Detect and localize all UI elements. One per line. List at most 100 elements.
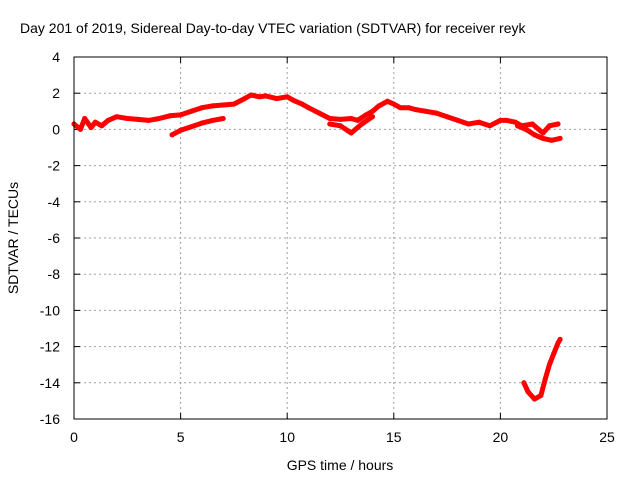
data-point bbox=[327, 116, 333, 121]
data-point bbox=[397, 105, 403, 111]
chart-title: Day 201 of 2019, Sidereal Day-to-day VTE… bbox=[20, 20, 526, 36]
x-tick-label: 20 bbox=[493, 429, 509, 445]
data-point bbox=[433, 110, 439, 116]
data-point bbox=[135, 116, 141, 122]
data-point bbox=[231, 101, 237, 107]
y-tick-label: 4 bbox=[52, 49, 60, 65]
y-tick-label: -10 bbox=[40, 302, 60, 318]
data-point bbox=[376, 103, 382, 109]
series-line-0 bbox=[71, 92, 561, 136]
data-point bbox=[210, 117, 216, 123]
data-point bbox=[92, 119, 98, 125]
data-point bbox=[77, 126, 83, 132]
data-point bbox=[532, 396, 537, 402]
data-point bbox=[465, 121, 471, 127]
data-point bbox=[546, 123, 552, 129]
data-point bbox=[540, 130, 546, 136]
data-point bbox=[557, 135, 563, 141]
data-point bbox=[546, 362, 552, 368]
plot-frame bbox=[73, 56, 608, 420]
data-point bbox=[557, 336, 563, 342]
data-point bbox=[370, 114, 375, 120]
y-tick-label: -2 bbox=[48, 158, 61, 174]
data-point bbox=[327, 121, 333, 127]
data-point bbox=[359, 121, 365, 127]
data-point bbox=[540, 135, 546, 141]
x-tick-label: 15 bbox=[386, 429, 402, 445]
data-point bbox=[242, 96, 248, 102]
data-point bbox=[338, 116, 343, 122]
y-tick-label: -4 bbox=[48, 194, 61, 210]
data-point bbox=[444, 114, 450, 120]
data-point bbox=[391, 101, 397, 107]
y-tick-label: -14 bbox=[40, 375, 60, 391]
data-point bbox=[284, 94, 290, 100]
data-point bbox=[316, 110, 322, 116]
data-point bbox=[156, 116, 162, 121]
data-point bbox=[105, 117, 111, 123]
data-point bbox=[220, 102, 226, 108]
data-point bbox=[167, 113, 173, 119]
data-point bbox=[348, 130, 354, 136]
data-point bbox=[542, 376, 548, 382]
data-point bbox=[146, 117, 152, 123]
data-point bbox=[455, 117, 461, 123]
y-tick-label: -16 bbox=[40, 411, 60, 427]
data-point bbox=[512, 119, 518, 125]
data-point bbox=[257, 94, 262, 100]
data-point bbox=[178, 112, 184, 118]
data-point bbox=[114, 114, 120, 120]
data-point bbox=[220, 116, 226, 121]
data-point bbox=[88, 125, 94, 131]
data-point bbox=[99, 123, 105, 129]
data-point bbox=[169, 132, 175, 138]
x-tick-label: 10 bbox=[279, 429, 295, 445]
grid bbox=[74, 57, 607, 419]
data-point bbox=[497, 117, 503, 123]
data-point bbox=[210, 103, 216, 109]
data-point bbox=[188, 108, 194, 114]
data-point bbox=[188, 124, 194, 130]
data-point bbox=[551, 351, 557, 357]
data-point bbox=[338, 123, 343, 129]
data-point bbox=[521, 380, 527, 386]
data-point bbox=[348, 116, 354, 121]
x-tick-label: 5 bbox=[177, 429, 185, 445]
y-tick-label: 2 bbox=[52, 85, 60, 101]
data-point bbox=[291, 97, 297, 103]
data-point bbox=[538, 393, 544, 398]
data-point bbox=[178, 127, 184, 133]
data-point bbox=[355, 117, 361, 123]
data-point bbox=[532, 132, 537, 138]
data-point bbox=[476, 119, 482, 125]
data-point bbox=[299, 101, 305, 107]
data-point bbox=[306, 105, 311, 111]
data-series bbox=[71, 92, 563, 402]
data-point bbox=[487, 123, 493, 129]
y-tick-label: -6 bbox=[48, 230, 61, 246]
data-point bbox=[82, 116, 88, 121]
y-tick-label: 0 bbox=[52, 121, 60, 137]
data-point bbox=[515, 123, 520, 129]
data-point bbox=[263, 93, 269, 99]
data-point bbox=[124, 116, 130, 121]
data-point bbox=[199, 105, 205, 111]
data-point bbox=[248, 92, 254, 98]
data-point bbox=[423, 108, 429, 114]
y-tick-label: -8 bbox=[48, 266, 61, 282]
data-point bbox=[370, 108, 375, 114]
data-point bbox=[529, 121, 535, 127]
x-tick-label: 0 bbox=[70, 429, 78, 445]
data-point bbox=[549, 137, 555, 143]
data-point bbox=[199, 120, 205, 126]
data-point bbox=[504, 117, 510, 123]
data-point bbox=[523, 126, 529, 132]
data-point bbox=[525, 389, 531, 395]
data-point bbox=[384, 98, 390, 104]
data-point bbox=[406, 105, 412, 111]
data-point bbox=[363, 112, 369, 118]
x-tick-label: 25 bbox=[599, 429, 615, 445]
y-tick-label: -12 bbox=[40, 339, 60, 355]
